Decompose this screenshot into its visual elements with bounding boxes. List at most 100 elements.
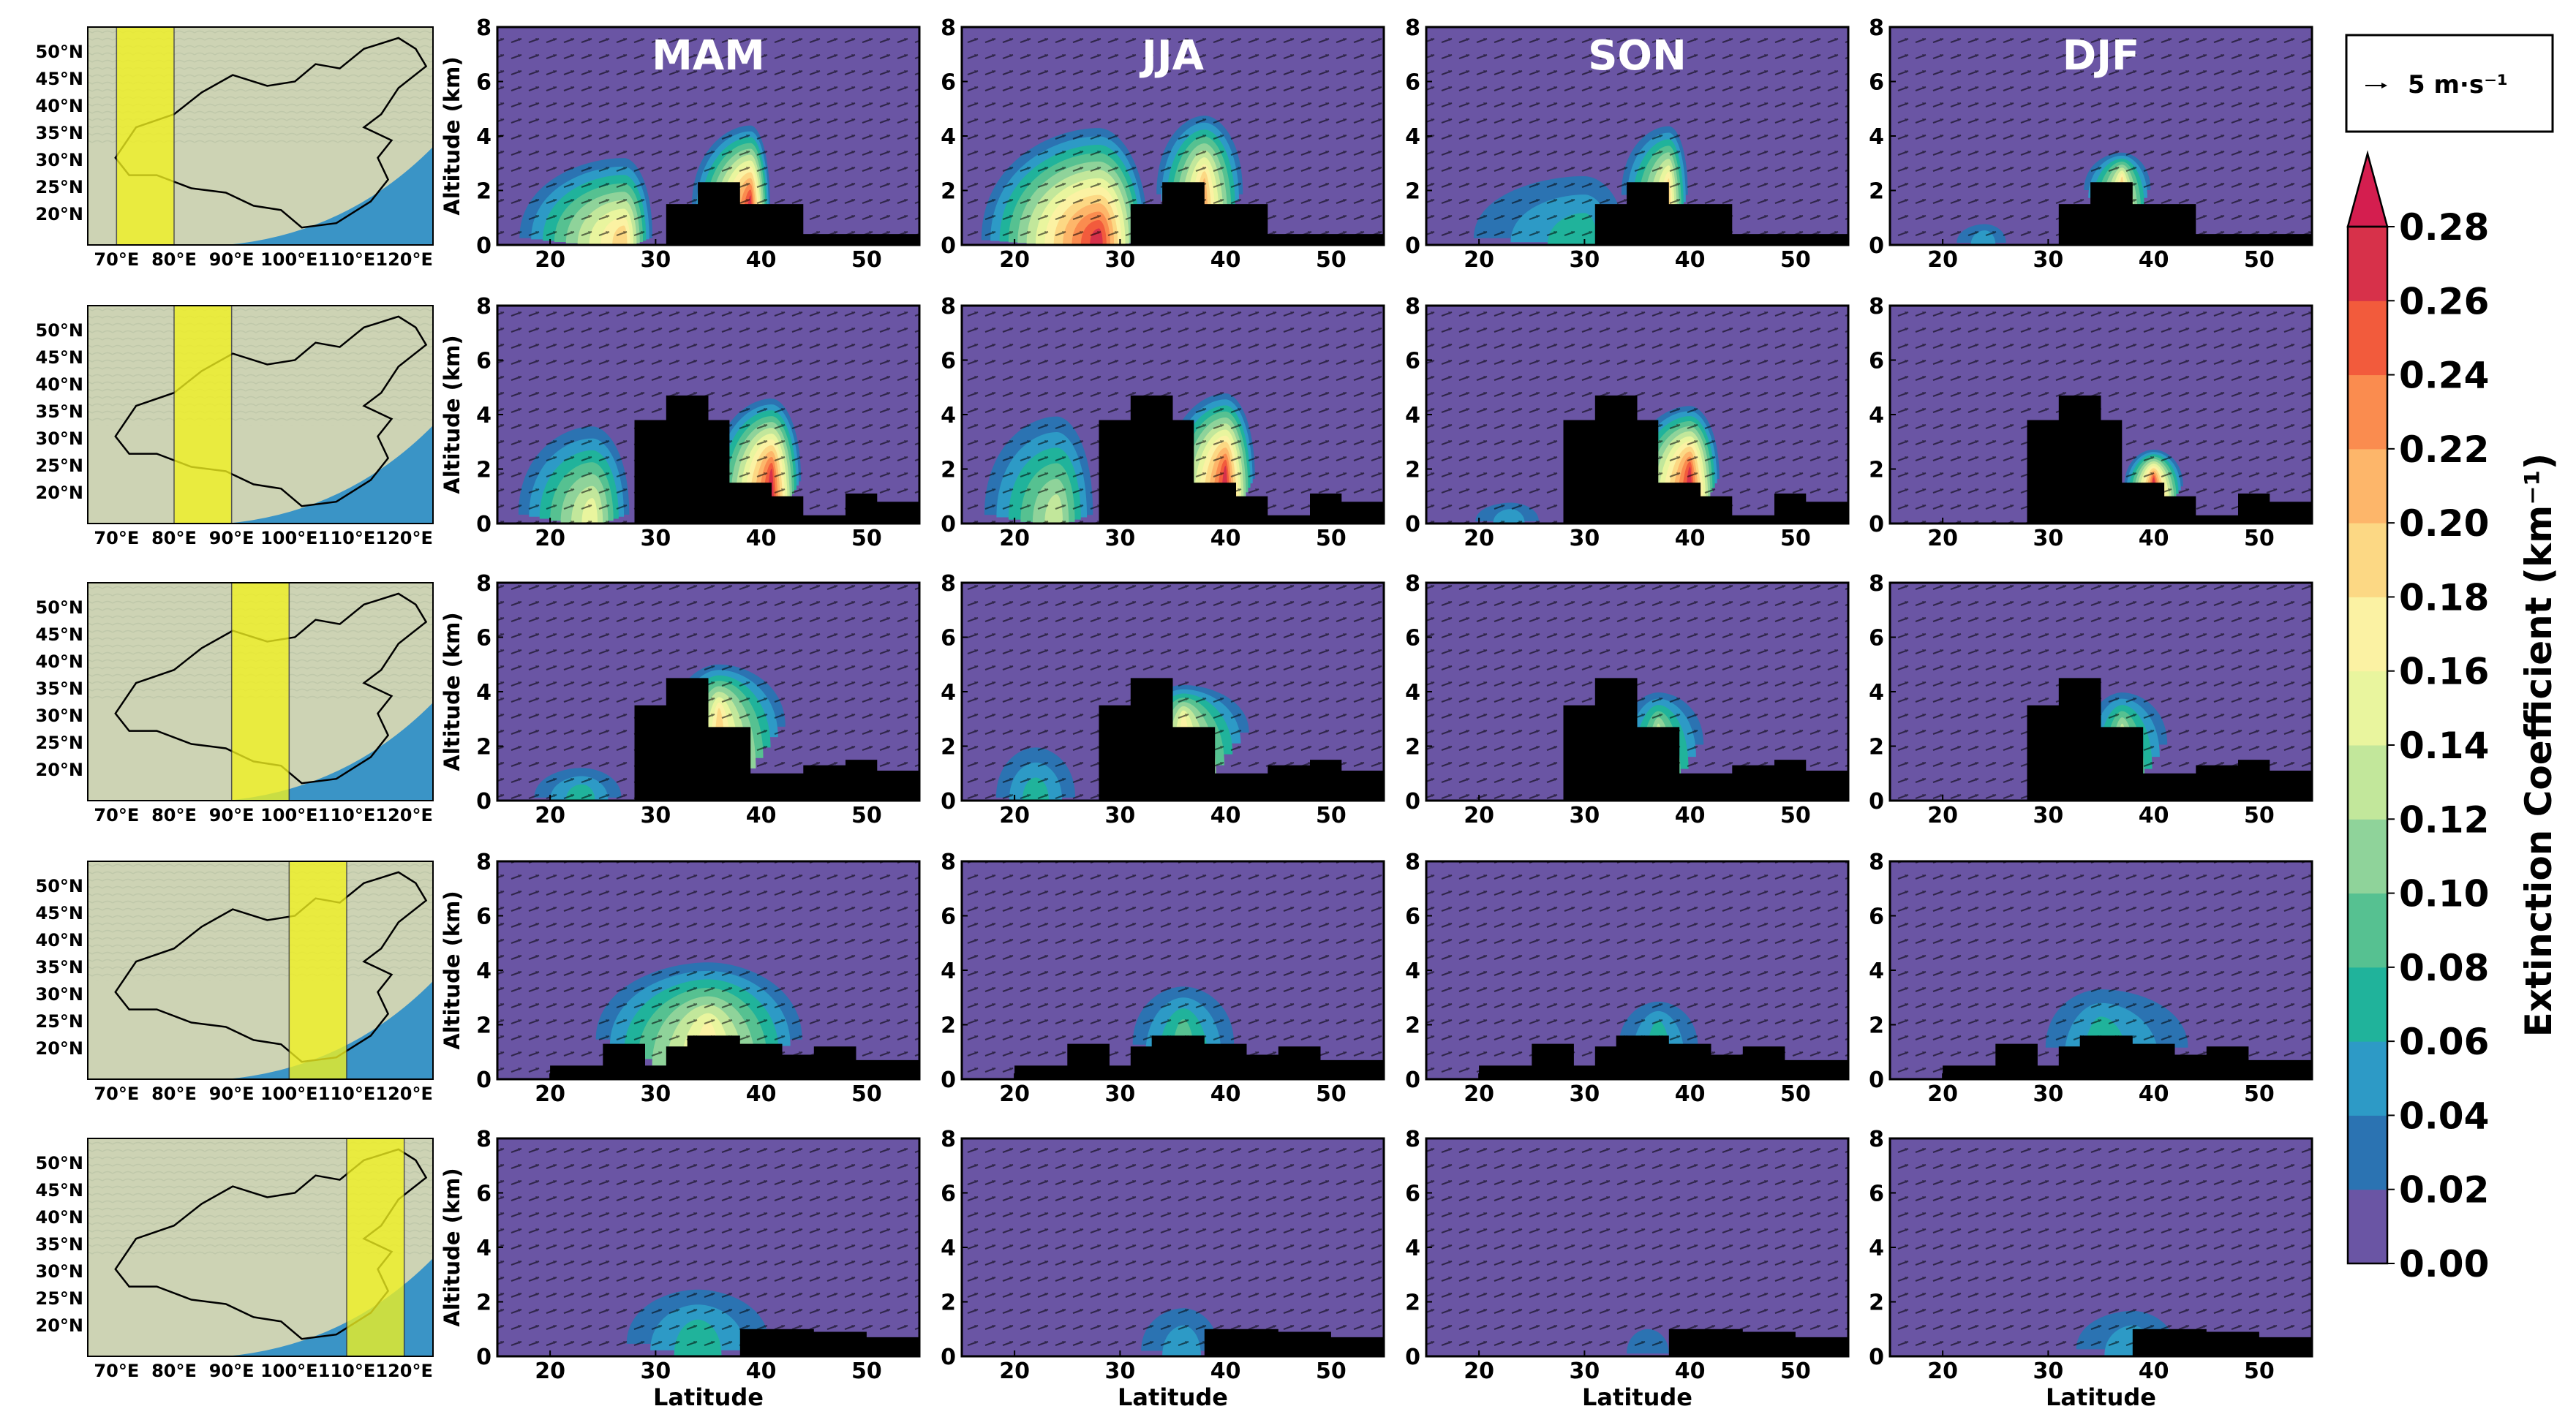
x-tick-label: 30: [1570, 803, 1600, 828]
terrain-profile: [1426, 182, 1848, 245]
y-tick-label: 0: [1869, 512, 1884, 537]
x-tick-label: 40: [746, 1081, 777, 1107]
x-tick-label: 50: [1316, 526, 1347, 551]
y-tick-label: 2: [1869, 735, 1884, 760]
x-tick-label: 50: [1316, 803, 1347, 828]
x-tick-label: 50: [851, 803, 882, 828]
colorbar-tick-label: 0.26: [2399, 280, 2489, 322]
y-tick-label: 6: [476, 70, 492, 96]
y-tick-label: 8: [1869, 294, 1884, 320]
terrain-profile: [962, 1035, 1384, 1079]
x-tick-label: 40: [2139, 1081, 2169, 1107]
y-tick-label: 6: [1405, 904, 1420, 930]
terrain-profile: [497, 182, 919, 245]
y-tick-label: 6: [1869, 904, 1884, 930]
y-tick-label: 6: [1869, 626, 1884, 651]
y-tick-label: 4: [1405, 1236, 1420, 1261]
y-tick-label: 4: [941, 403, 956, 428]
y-tick-label: 2: [1869, 1013, 1884, 1039]
wind-reference-label: 5 m·s⁻¹: [2408, 70, 2508, 99]
cross-section-panel: 20 30 40 50 0 2 4 6 8: [941, 571, 1385, 828]
x-tick-label: 40: [1675, 803, 1706, 828]
colorbar-segment: [2348, 523, 2387, 597]
y-tick-label: 2: [476, 735, 492, 760]
y-axis-label: Altitude (km): [440, 891, 464, 1049]
x-tick-label: 20: [535, 247, 565, 273]
map-lat-label: 30°N: [36, 706, 83, 726]
terrain-profile: [1426, 1329, 1848, 1356]
x-tick-label: 20: [535, 1359, 565, 1384]
colorbar-segment: [2348, 1115, 2387, 1190]
x-tick-label: 20: [1464, 1081, 1494, 1107]
y-tick-label: 4: [1405, 124, 1420, 150]
colorbar-extend-arrow: [2346, 150, 2389, 228]
cross-section-panel: 20 30 40 50 0 2 4 6 8: [1869, 850, 2313, 1107]
colorbar-tick-label: 0.08: [2399, 947, 2489, 989]
y-tick-label: 6: [476, 349, 492, 374]
y-tick-label: 0: [1869, 1068, 1884, 1093]
x-tick-label: 40: [1210, 247, 1241, 273]
y-tick-label: 6: [476, 626, 492, 651]
map-lat-label: 45°N: [36, 624, 83, 645]
x-tick-label: 20: [999, 803, 1030, 828]
map-lat-label: 35°N: [36, 1234, 83, 1255]
cross-section-panel: 20 30 40 50 0 2 4 6 8 Latitude: [941, 1127, 1385, 1411]
y-tick-label: 0: [941, 1068, 956, 1093]
x-tick-label: 30: [641, 1359, 671, 1384]
colorbar-segment: [2348, 448, 2387, 524]
y-tick-label: 2: [1405, 1013, 1420, 1039]
map-lat-label: 50°N: [36, 42, 83, 62]
china-border: [114, 871, 428, 1063]
x-tick-label: 40: [2139, 526, 2169, 551]
map-lon-label: 110°E: [318, 1361, 376, 1381]
y-tick-label: 2: [941, 179, 956, 205]
x-tick-label: 40: [1675, 1081, 1706, 1107]
x-tick-label: 40: [2139, 803, 2169, 828]
x-tick-label: 20: [999, 526, 1030, 551]
y-tick-label: 2: [476, 179, 492, 205]
x-tick-label: 50: [1780, 1359, 1811, 1384]
y-tick-label: 4: [476, 403, 492, 428]
y-tick-label: 0: [1869, 233, 1884, 259]
terrain-profile: [497, 1035, 919, 1079]
x-tick-label: 30: [641, 247, 671, 273]
map-lat-label: 25°N: [36, 733, 83, 753]
y-tick-label: 6: [476, 904, 492, 930]
terrain-profile: [962, 182, 1384, 245]
x-tick-label: 20: [1464, 526, 1494, 551]
y-tick-label: 0: [1869, 1345, 1884, 1370]
colorbar-tick-label: 0.20: [2399, 502, 2489, 545]
cross-section-panel: 20 30 40 50 0 2 4 6 8 Altitude (km): [440, 15, 921, 273]
map-lat-label: 25°N: [36, 1288, 83, 1309]
y-tick-label: 6: [1869, 349, 1884, 374]
y-axis-label: Altitude (km): [440, 612, 464, 771]
map-lon-label: 70°E: [94, 249, 139, 270]
y-tick-label: 4: [476, 124, 492, 150]
x-tick-label: 40: [1210, 1359, 1241, 1384]
cross-section-panel: 20 30 40 50 0 2 4 6 8: [1869, 294, 2313, 551]
map-lat-label: 50°N: [36, 320, 83, 341]
colorbar-tick-label: 0.18: [2399, 576, 2489, 619]
wind-reference-legend: 5 m·s⁻¹: [2345, 34, 2554, 133]
wind-vectors: [1426, 1138, 1848, 1356]
y-tick-label: 4: [1869, 959, 1884, 984]
x-tick-label: 40: [1210, 803, 1241, 828]
colorbar-label: Extinction Coefficient (km⁻¹): [2517, 453, 2560, 1038]
colorbar-tick-label: 0.22: [2399, 428, 2489, 471]
x-tick-label: 20: [999, 1359, 1030, 1384]
x-tick-label: 20: [1927, 526, 1958, 551]
map-lon-label: 120°E: [375, 1361, 433, 1381]
map-lon-label: 100°E: [260, 805, 318, 825]
colorbar-segment: [2348, 893, 2387, 968]
y-tick-label: 0: [476, 1068, 492, 1093]
y-tick-label: 2: [476, 458, 492, 483]
map-lon-label: 80°E: [151, 1361, 197, 1381]
cross-section-panel: 20 30 40 50 0 2 4 6 8: [1869, 571, 2313, 828]
y-tick-label: 8: [941, 294, 956, 320]
cross-section-panel: 20 30 40 50 0 2 4 6 8: [941, 850, 1385, 1107]
colorbar-tick-label: 0.02: [2399, 1169, 2489, 1212]
cross-section-panel: 20 30 40 50 0 2 4 6 8: [941, 15, 1385, 273]
x-tick-label: 30: [1105, 1359, 1136, 1384]
x-tick-label: 40: [2139, 1359, 2169, 1384]
